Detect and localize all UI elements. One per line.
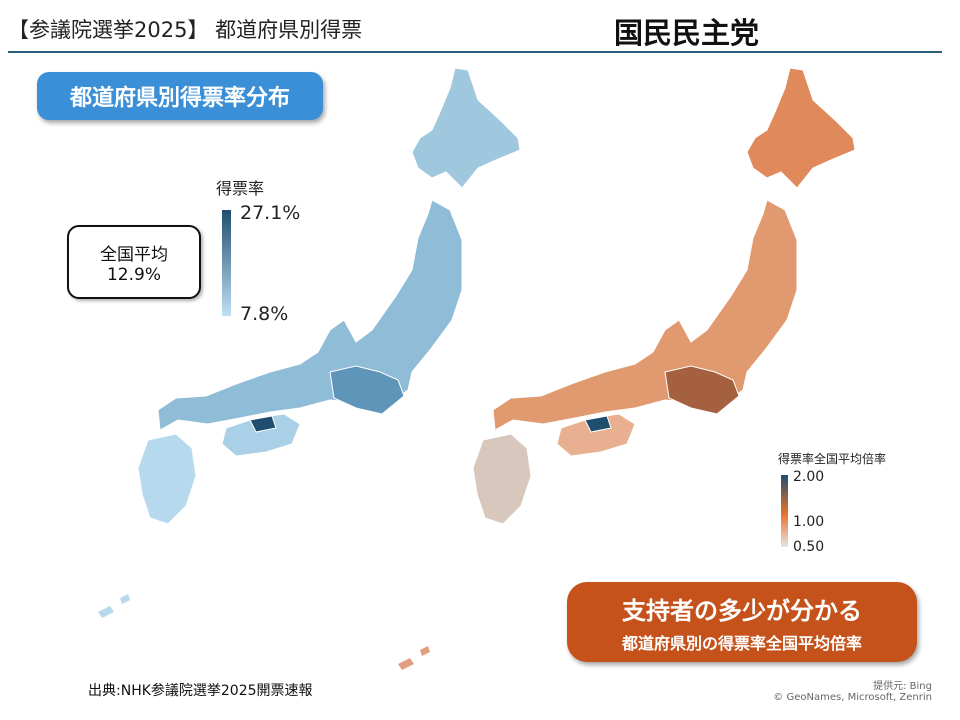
left-map-japan [98, 67, 521, 618]
kanto-right [664, 365, 740, 415]
ratio-color-scale [781, 475, 788, 547]
kyushu-left [137, 433, 197, 525]
right-map-japan [398, 67, 856, 670]
vote-share-legend-max: 27.1% [240, 202, 301, 224]
header-divider [8, 51, 942, 53]
vote-share-legend-min: 7.8% [240, 303, 289, 325]
ratio-legend-title: 得票率全国平均倍率 [778, 452, 887, 466]
ryukyu-right [398, 658, 414, 670]
map-copyright-credit: © GeoNames, Microsoft, Zenrin [773, 692, 932, 703]
hokkaido-left [411, 67, 521, 189]
honshu-left [157, 199, 463, 431]
ryukyu-right-2 [420, 646, 430, 656]
callout-main-text: 支持者の多少が分かる [622, 596, 862, 625]
page-title: 【参議院選挙2025】 都道府県別得票 [8, 18, 363, 42]
national-average-label: 全国平均 [100, 244, 168, 265]
national-average-box: 全国平均 12.9% [67, 225, 201, 299]
party-name: 国民民主党 [614, 16, 760, 50]
ryukyu-left-2 [120, 594, 130, 604]
ratio-legend-max: 2.00 [793, 469, 825, 485]
vote-share-color-scale [222, 210, 231, 316]
kanto-left [329, 365, 405, 415]
ratio-legend-min: 0.50 [793, 539, 825, 555]
vote-share-legend-title: 得票率 [216, 179, 265, 198]
kagawa-right [584, 415, 612, 433]
kyushu-right [472, 433, 532, 525]
ryukyu-left [98, 606, 114, 618]
honshu-right [492, 199, 798, 431]
kagawa-left [249, 415, 277, 433]
supporter-callout: 支持者の多少が分かる 都道府県別の得票率全国平均倍率 [567, 582, 917, 662]
ratio-legend-mid: 1.00 [793, 514, 825, 530]
callout-sub-text: 都道府県別の得票率全国平均倍率 [621, 633, 862, 653]
shikoku-right [556, 413, 636, 457]
hokkaido-right [746, 67, 856, 189]
shikoku-left [221, 413, 301, 457]
source-citation: 出典:NHK参議院選挙2025開票速報 [88, 683, 313, 699]
national-average-value: 12.9% [106, 264, 161, 285]
map-provider-credit: 提供元: Bing [873, 681, 932, 692]
vote-share-distribution-label: 都道府県別得票率分布 [37, 72, 323, 120]
